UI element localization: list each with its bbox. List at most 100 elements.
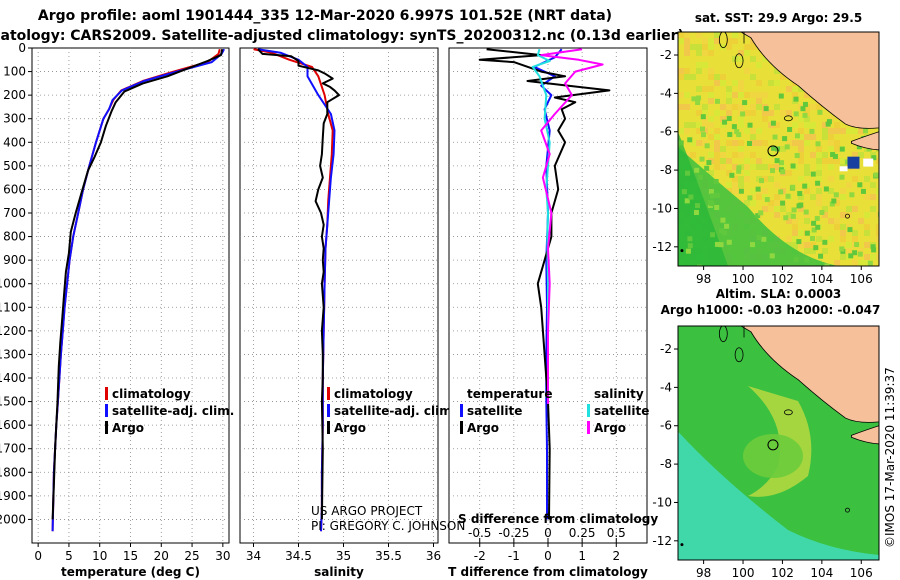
sst-speck (696, 95, 702, 101)
sst-cell (840, 254, 846, 260)
sst-cell (738, 152, 744, 158)
sst-cell (684, 32, 690, 38)
sst-speck (720, 217, 726, 223)
sst-cell (738, 182, 744, 188)
sst-cell (732, 176, 738, 182)
sst-cell (858, 218, 864, 224)
sst-cell (720, 164, 726, 170)
sst-speck (698, 174, 704, 180)
x-tick-label: 25 (184, 549, 199, 563)
y-tick-label: -6 (660, 125, 672, 139)
sst-cell (732, 38, 738, 44)
sst-cell (798, 140, 804, 146)
sst-cell (750, 56, 756, 62)
sst-cell (840, 230, 846, 236)
sst-speck (833, 192, 839, 198)
sst-cell (840, 122, 846, 128)
sst-speck (814, 215, 820, 221)
x-tick-label: 100 (732, 566, 755, 580)
sst-speck (759, 178, 765, 184)
sst-cell (804, 248, 810, 254)
sst-cell (798, 152, 804, 158)
x-tick-label: 100 (732, 272, 755, 286)
sst-cell (816, 212, 822, 218)
sst-cool-region (678, 147, 838, 266)
sst-cell (708, 74, 714, 80)
float-position-marker (767, 439, 779, 451)
sst-cell (702, 122, 708, 128)
sst-cell (756, 152, 762, 158)
sst-speck (803, 209, 809, 215)
sst-cell (876, 224, 879, 230)
sst-cell (834, 128, 840, 134)
sst-cell (768, 98, 774, 104)
sst-cell (726, 170, 732, 176)
sst-speck (867, 260, 873, 266)
sst-cell (696, 128, 702, 134)
sst-cell (810, 230, 816, 236)
sst-cell (714, 128, 720, 134)
sst-speck (780, 200, 786, 206)
sst-cell (834, 146, 840, 152)
sst-cell (852, 134, 858, 140)
sst-cell (708, 50, 714, 56)
sst-speck (783, 215, 789, 221)
sst-cell (858, 260, 864, 266)
sst-speck (736, 165, 742, 171)
y-tick-label: 100 (3, 65, 26, 79)
sst-speck (699, 156, 705, 162)
sst-cell (714, 110, 720, 116)
legend-s-argo-label: Argo (594, 421, 626, 435)
sst-cell (858, 134, 864, 140)
sst-speck (774, 158, 780, 164)
x-tick-label: 30 (215, 549, 230, 563)
sst-speck (714, 241, 720, 247)
sst-cell (774, 122, 780, 128)
sst-cell (738, 146, 744, 152)
sst-cell (756, 128, 762, 134)
figure-title-line1: Argo profile: aoml 1901444_335 12-Mar-20… (38, 8, 612, 24)
sst-cell (804, 188, 810, 194)
y-tick-label: 900 (3, 253, 26, 267)
land-sumatra (678, 32, 879, 129)
map-field (678, 32, 879, 266)
sst-speck (685, 170, 691, 176)
sst-speck (811, 227, 817, 233)
sst-cell (834, 134, 840, 140)
x-tick-label: -1 (508, 549, 520, 563)
sst-speck (769, 168, 775, 174)
sst-speck (687, 236, 693, 242)
sst-cell (726, 110, 732, 116)
sst-cell (678, 128, 684, 134)
sst-cell (780, 206, 786, 212)
sst-cell (720, 146, 726, 152)
sst-cell (708, 44, 714, 50)
sst-cell (798, 194, 804, 200)
sst-cell (834, 140, 840, 146)
sst-cell (756, 122, 762, 128)
x-tick-label: 0 (544, 549, 552, 563)
legend-s-argo-swatch (587, 421, 590, 434)
sst-anomaly-patch (847, 156, 860, 169)
sst-speck (697, 264, 703, 266)
sst-cell (870, 152, 876, 158)
y-tick-label: -2 (660, 342, 672, 356)
sst-cell (786, 170, 792, 176)
sst-cell (762, 176, 768, 182)
sst-cell (714, 158, 720, 164)
x-axis-label: salinity (314, 565, 364, 579)
sst-map-panel: sat. SST: 29.9 Argo: 29.5 98 100 102 104 106 -… (652, 11, 880, 286)
sst-cell (684, 44, 690, 50)
sst-cell (696, 38, 702, 44)
sst-cell (810, 242, 816, 248)
sst-cell (756, 194, 762, 200)
sst-speck (793, 96, 799, 102)
sst-speck (718, 228, 724, 234)
map-frame (677, 325, 880, 561)
sst-cell (810, 104, 816, 110)
sst-cell (750, 110, 756, 116)
sst-cell (780, 194, 786, 200)
sst-cell (798, 176, 804, 182)
sst-speck (681, 189, 687, 195)
y-tick-label: 1100 (0, 300, 26, 314)
